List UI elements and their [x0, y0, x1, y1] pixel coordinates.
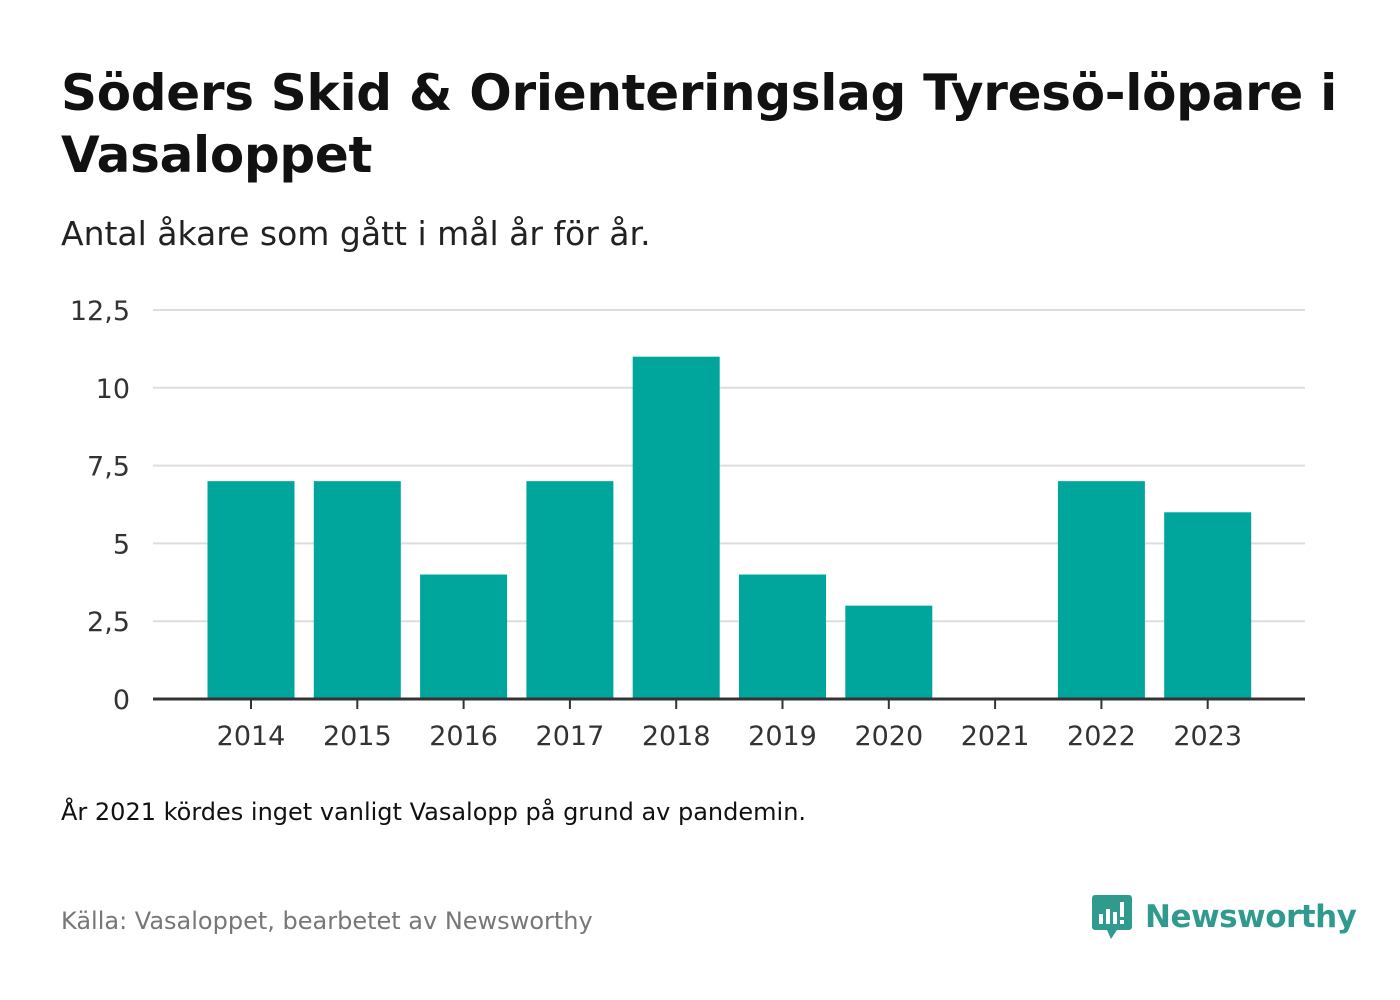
x-tick-label: 2022 [1067, 721, 1136, 752]
x-tick-label: 2014 [217, 721, 286, 752]
bar-chart: 0 2,5 5 7,5 10 12,5 2014 2015 2016 2017 2018 2019 20… [70, 296, 1305, 752]
x-tick-label: 2019 [748, 721, 817, 752]
x-tick-label: 2018 [642, 721, 711, 752]
y-tick-label: 2,5 [87, 607, 130, 638]
newsworthy-logo-icon [1092, 895, 1132, 939]
source-credit: Källa: Vasaloppet, bearbetet av Newswort… [61, 907, 593, 935]
axes: 0 2,5 5 7,5 10 12,5 2014 2015 2016 2017 2018 2019 20… [70, 296, 1305, 752]
bar-2016 [420, 574, 508, 699]
chart-subtitle: Antal åkare som gått i mål år för år. [61, 214, 651, 253]
bars [207, 356, 1252, 699]
bar-2019 [739, 574, 826, 699]
newsworthy-brand: Newsworthy [1091, 893, 1357, 941]
brand-name: Newsworthy [1145, 899, 1357, 935]
chart-title: Söders Skid & Orienteringslag Tyresö-löp… [61, 64, 1337, 184]
bar-2020 [845, 605, 933, 699]
bar-2014 [207, 481, 295, 699]
y-tick-label: 12,5 [70, 296, 130, 327]
x-tick-label: 2020 [854, 721, 923, 752]
y-tick-label: 0 [113, 685, 130, 716]
x-tick-label: 2023 [1173, 721, 1242, 752]
bar-2023 [1164, 512, 1252, 699]
chart-note: År 2021 kördes inget vanligt Vasalopp på… [61, 798, 807, 826]
x-tick-label: 2015 [323, 721, 392, 752]
bar-2018 [632, 356, 720, 699]
y-tick-label: 7,5 [87, 452, 130, 483]
y-tick-label: 5 [113, 529, 130, 560]
bar-2022 [1057, 481, 1145, 699]
x-tick-label: 2017 [536, 721, 605, 752]
bar-2017 [526, 481, 614, 699]
bar-2015 [313, 481, 401, 699]
y-tick-label: 10 [96, 374, 130, 405]
x-tick-label: 2016 [429, 721, 498, 752]
x-tick-label: 2021 [961, 721, 1030, 752]
